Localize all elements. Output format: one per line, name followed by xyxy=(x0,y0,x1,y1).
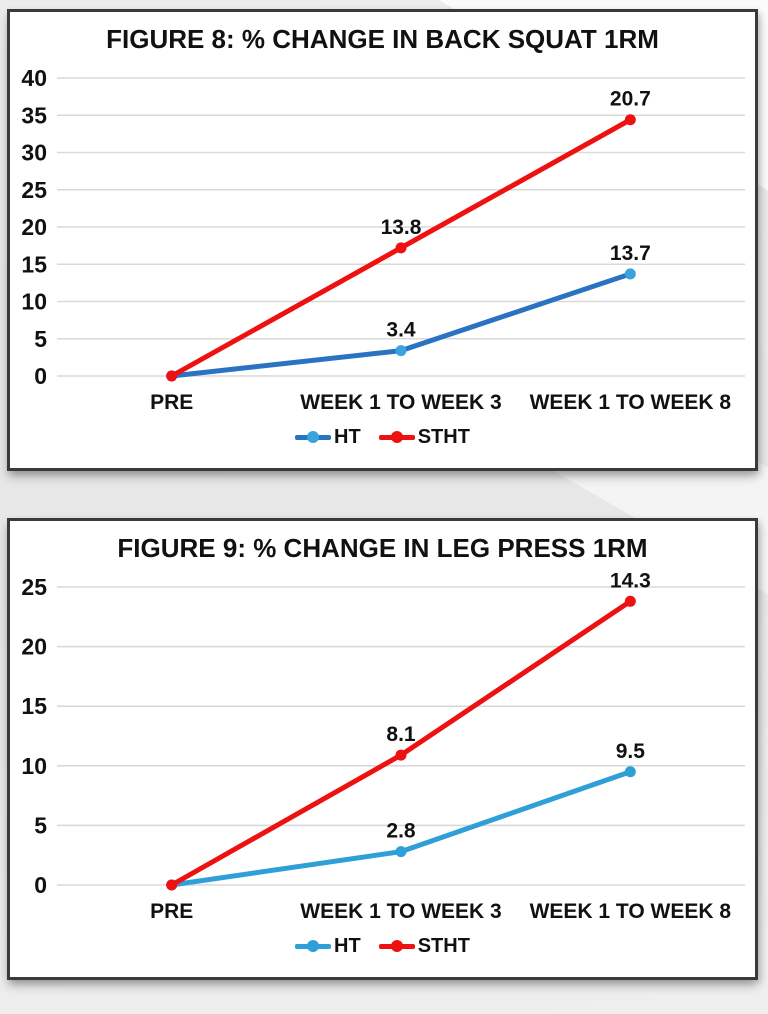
ht-line-marker-icon xyxy=(295,431,332,443)
svg-text:30: 30 xyxy=(21,140,47,166)
svg-text:40: 40 xyxy=(21,65,47,91)
svg-text:WEEK 1 TO WEEK 8: WEEK 1 TO WEEK 8 xyxy=(530,391,732,414)
svg-text:2.8: 2.8 xyxy=(386,820,416,843)
svg-text:WEEK 1 TO WEEK 3: WEEK 1 TO WEEK 3 xyxy=(300,391,501,414)
legend-label-ht: HT xyxy=(334,934,361,957)
legend-label-ht: HT xyxy=(334,425,361,448)
svg-text:20: 20 xyxy=(21,634,47,660)
svg-text:WEEK 1 TO WEEK 8: WEEK 1 TO WEEK 8 xyxy=(530,900,732,923)
figure-8-line-plot: 0 5 10 15 20 25 30 35 40 PRE WEEK 1 TO WEEK 3 WEEK … xyxy=(21,65,745,414)
svg-text:WEEK 1 TO WEEK 3: WEEK 1 TO WEEK 3 xyxy=(300,900,501,923)
legend-label-stht: STHT xyxy=(417,934,470,957)
figure-8-title: FIGURE 8: % CHANGE IN BACK SQUAT 1RM xyxy=(106,24,659,54)
svg-text:35: 35 xyxy=(21,102,47,128)
svg-text:8.1: 8.1 xyxy=(386,723,416,746)
svg-text:20: 20 xyxy=(21,214,47,240)
ht-marker-dot-icon xyxy=(307,940,320,952)
svg-text:5: 5 xyxy=(34,812,47,838)
svg-text:20.7: 20.7 xyxy=(610,88,651,111)
svg-text:25: 25 xyxy=(21,177,47,203)
stht-line-marker-icon xyxy=(378,431,415,443)
svg-text:13.7: 13.7 xyxy=(610,242,651,265)
figure-9-leg-press-chart: 0 5 10 15 20 25 PRE WEEK 1 TO WEEK 3 WEEK 1 TO W… xyxy=(7,518,758,980)
figure-8-legend: HT STHT xyxy=(10,416,755,458)
stht-marker-dot-icon xyxy=(390,431,403,443)
svg-text:14.3: 14.3 xyxy=(610,569,651,592)
svg-text:15: 15 xyxy=(21,251,47,277)
svg-text:5: 5 xyxy=(34,326,47,352)
svg-text:PRE: PRE xyxy=(150,900,193,923)
stht-marker-dot-icon xyxy=(390,940,403,952)
svg-text:10: 10 xyxy=(21,753,47,779)
svg-text:13.8: 13.8 xyxy=(381,216,422,239)
svg-text:15: 15 xyxy=(21,693,47,719)
svg-text:9.5: 9.5 xyxy=(616,740,646,763)
svg-text:0: 0 xyxy=(34,363,47,389)
legend-item-ht: HT xyxy=(295,426,361,449)
stht-line-marker-icon xyxy=(378,940,415,952)
svg-text:PRE: PRE xyxy=(150,391,193,414)
svg-text:10: 10 xyxy=(21,289,47,315)
svg-text:25: 25 xyxy=(21,574,47,600)
svg-text:3.4: 3.4 xyxy=(386,319,416,342)
figure-9-title: FIGURE 9: % CHANGE IN LEG PRESS 1RM xyxy=(117,533,648,563)
figure-8-back-squat-chart: 0 5 10 15 20 25 30 35 40 PRE WEEK 1 TO WEEK 3 WEEK … xyxy=(7,9,758,471)
svg-text:0: 0 xyxy=(34,872,47,898)
figure-9-legend: HT STHT xyxy=(10,925,755,967)
legend-item-ht: HT xyxy=(295,935,361,958)
ht-marker-dot-icon xyxy=(307,431,320,443)
legend-item-stht: STHT xyxy=(378,425,470,449)
legend-item-stht: STHT xyxy=(378,934,470,958)
ht-line-marker-icon xyxy=(295,940,332,952)
figure-9-line-plot: 0 5 10 15 20 25 PRE WEEK 1 TO WEEK 3 WEEK 1 TO W… xyxy=(21,569,745,923)
legend-label-stht: STHT xyxy=(417,425,470,448)
